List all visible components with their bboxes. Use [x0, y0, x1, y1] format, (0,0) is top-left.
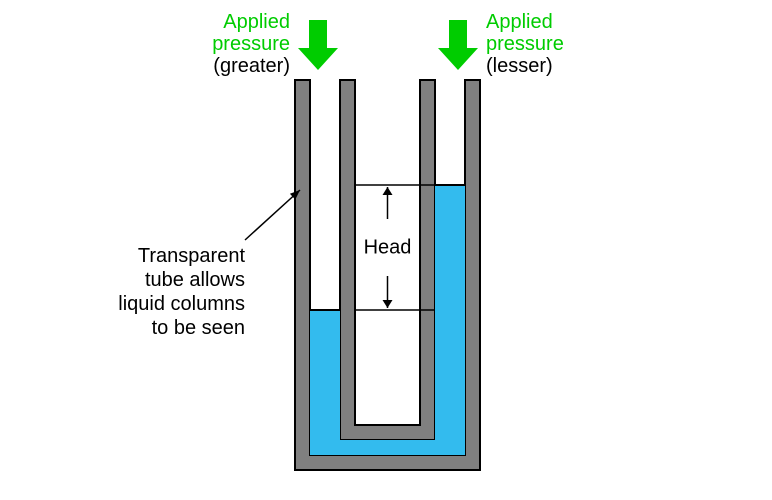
- left-qualifier: (greater): [213, 55, 290, 77]
- left-pressure-label: Appliedpressure(greater): [212, 11, 290, 77]
- liquid-fill: [310, 185, 465, 455]
- manometer-diagram: HeadAppliedpressure(greater)Appliedpress…: [0, 0, 772, 500]
- annotation-line3: liquid columns: [118, 293, 245, 315]
- annotation-line1: Transparent: [138, 245, 246, 267]
- annotation-pointer: [245, 190, 300, 240]
- right-qualifier: (lesser): [486, 55, 553, 77]
- applied-pressure-arrow-right: [438, 20, 478, 70]
- right-applied-line1: Applied: [486, 11, 553, 33]
- head-arrow-up-head: [383, 187, 393, 195]
- head-arrow-down-head: [383, 300, 393, 308]
- tube-annotation: Transparenttube allowsliquid columnsto b…: [118, 245, 245, 339]
- annotation-line4: to be seen: [152, 317, 245, 339]
- head-label: Head: [364, 237, 412, 259]
- right-applied-line2: pressure: [486, 33, 564, 55]
- left-applied-line1: Applied: [223, 11, 290, 33]
- annotation-line2: tube allows: [145, 269, 245, 291]
- applied-pressure-arrow-left: [298, 20, 338, 70]
- left-applied-line2: pressure: [212, 33, 290, 55]
- u-tube-divider-wall: [340, 80, 435, 440]
- right-pressure-label: Appliedpressure(lesser): [486, 11, 564, 77]
